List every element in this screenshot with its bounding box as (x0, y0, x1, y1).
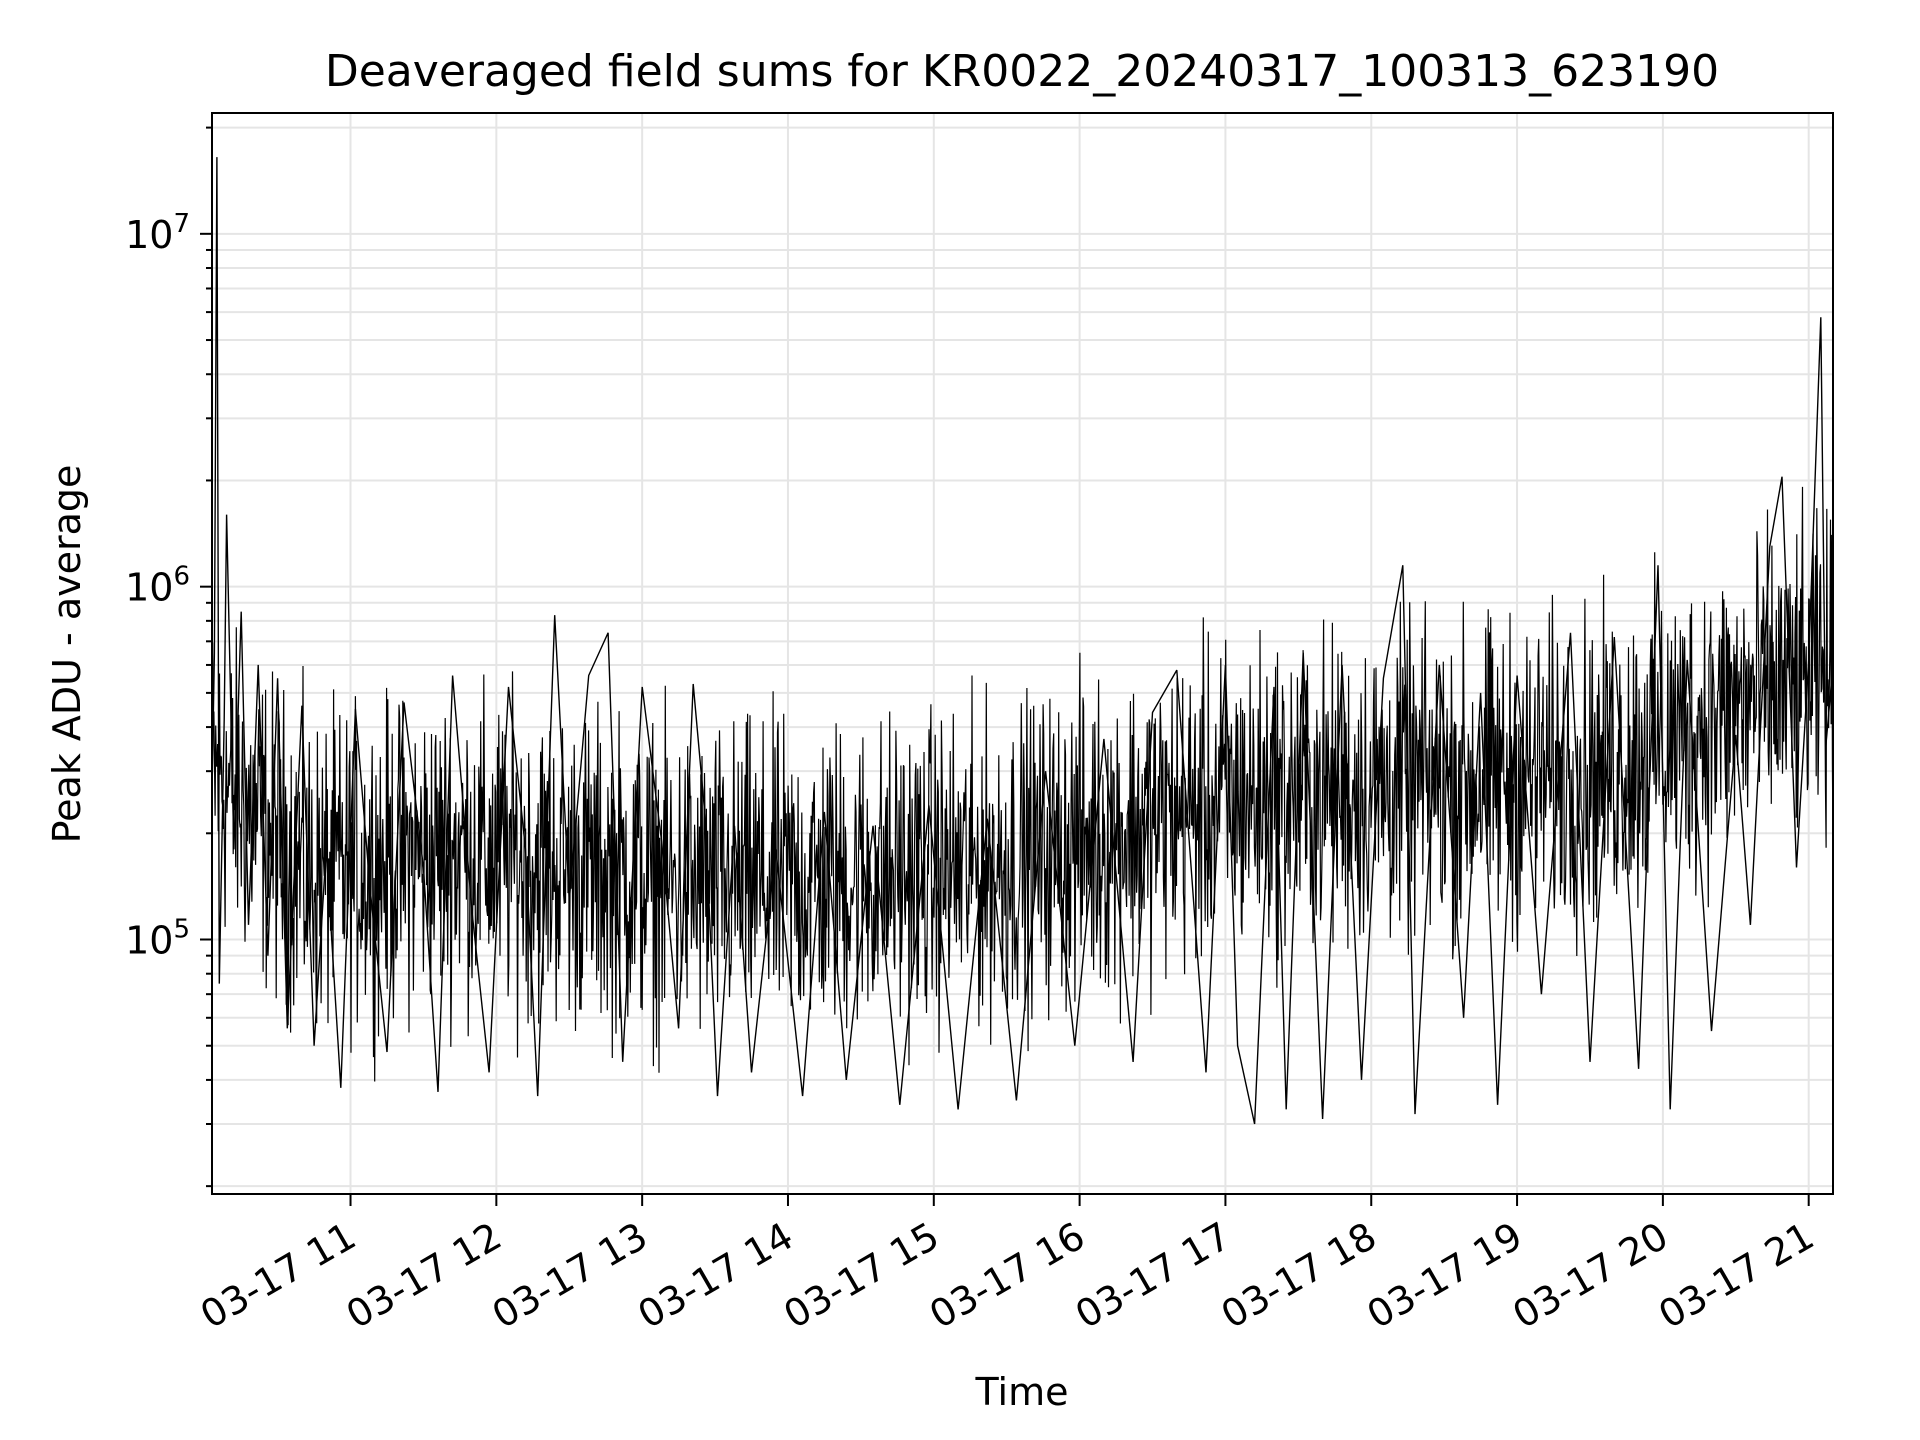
y-tick-label-base: 10 (125, 213, 173, 257)
chart-title: Deaveraged field sums for KR0022_2024031… (325, 46, 1719, 97)
y-tick-label: 105 (125, 915, 190, 963)
axes-frame (211, 112, 1834, 1195)
y-tick-label-base: 10 (125, 566, 173, 610)
y-tick-label-exponent: 5 (173, 915, 190, 945)
y-tick-label-exponent: 6 (173, 562, 190, 592)
y-tick-label-exponent: 7 (173, 209, 190, 239)
y-tick-label-base: 10 (125, 919, 173, 963)
y-tick-label: 107 (125, 209, 190, 257)
plot-area (211, 157, 1834, 1125)
series-line (211, 157, 1834, 1125)
y-tick-label: 106 (125, 562, 190, 610)
y-axis-label: Peak ADU - average (45, 465, 89, 844)
x-axis-label: Time (975, 1370, 1069, 1414)
